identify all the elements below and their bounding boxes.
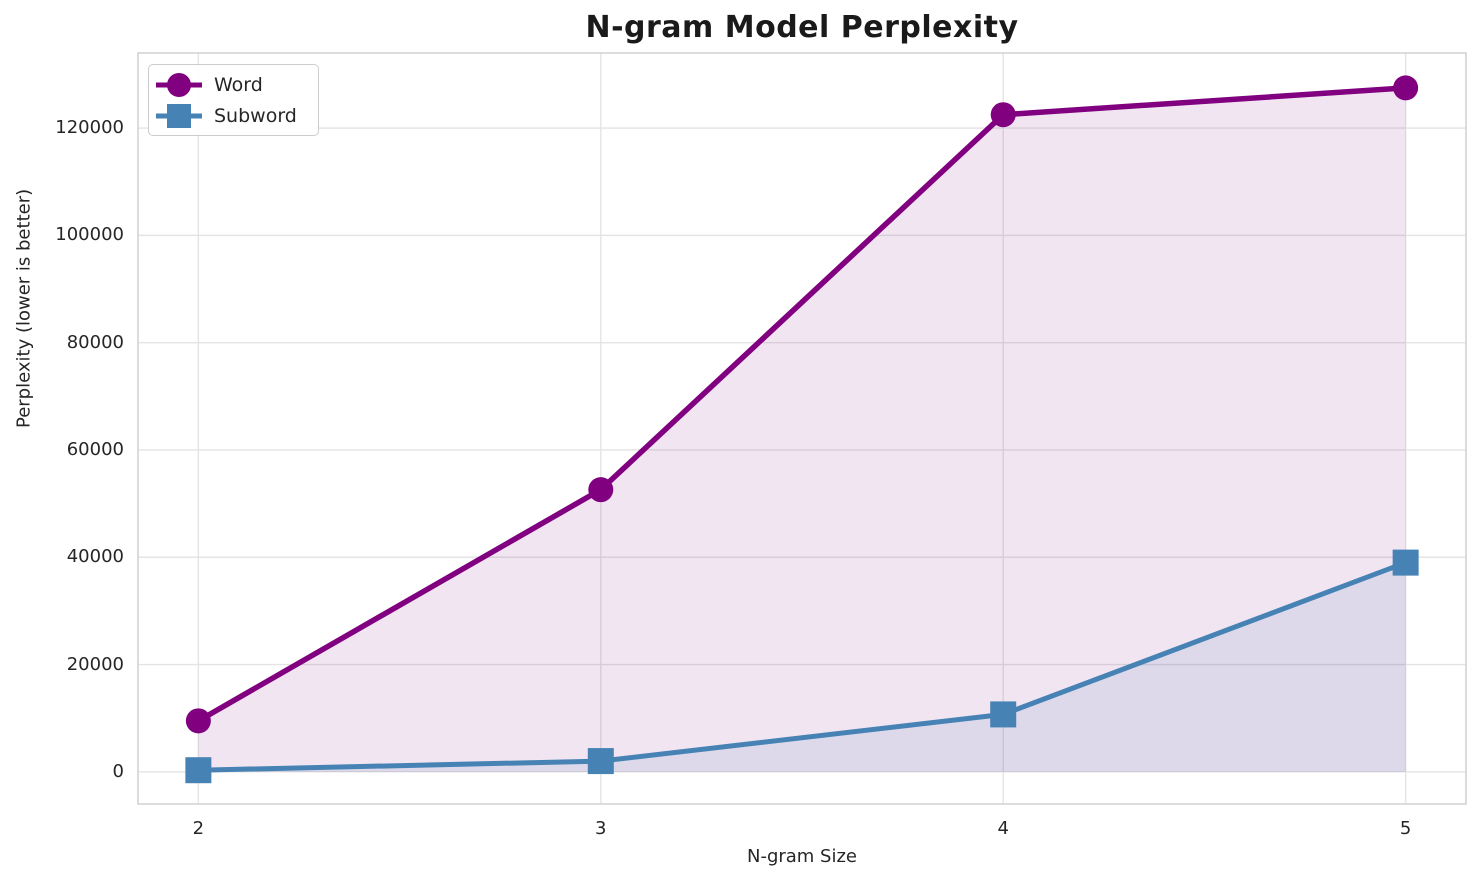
chart-title: N-gram Model Perplexity	[585, 10, 1019, 45]
x-tick-label: 2	[192, 818, 205, 839]
word-data-point	[990, 102, 1016, 128]
word-circle-marker-icon	[167, 72, 191, 97]
y-tick-label: 80000	[66, 331, 124, 353]
word-area-fill	[198, 87, 1406, 772]
y-tick-label: 120000	[55, 117, 124, 139]
x-tick-label: 4	[997, 818, 1009, 839]
subword-square-marker-icon	[167, 103, 191, 128]
word-data-point	[1393, 75, 1419, 101]
legend-label-word: Word	[214, 73, 263, 96]
x-tick-label: 3	[595, 818, 607, 839]
y-tick-label: 20000	[66, 653, 124, 675]
word-data-point	[185, 708, 211, 734]
subword-data-point	[990, 701, 1017, 728]
legend-item-subword: Subword	[156, 102, 308, 129]
subword-line	[195, 560, 1409, 773]
y-tick-label: 40000	[66, 546, 124, 568]
subword-area-fill	[198, 562, 1406, 772]
word-line-marker-sample	[156, 71, 202, 98]
legend-item-word: Word	[156, 71, 308, 98]
x-tick-label: 5	[1399, 818, 1412, 839]
subword-data-point	[1392, 549, 1419, 576]
plot-border	[137, 52, 1467, 805]
y-tick-label: 0	[112, 760, 124, 782]
legend-label-subword: Subword	[214, 104, 297, 127]
y-tick-label: 100000	[55, 224, 124, 246]
y-tick-label: 60000	[66, 438, 124, 460]
word-line	[195, 85, 1409, 724]
subword-data-point	[587, 748, 614, 775]
subword-data-point	[185, 757, 212, 784]
legend: Word Subword	[148, 64, 319, 136]
word-data-point	[588, 477, 614, 503]
subword-line-marker-sample	[156, 102, 202, 129]
x-axis-label: N-gram Size	[746, 846, 858, 867]
